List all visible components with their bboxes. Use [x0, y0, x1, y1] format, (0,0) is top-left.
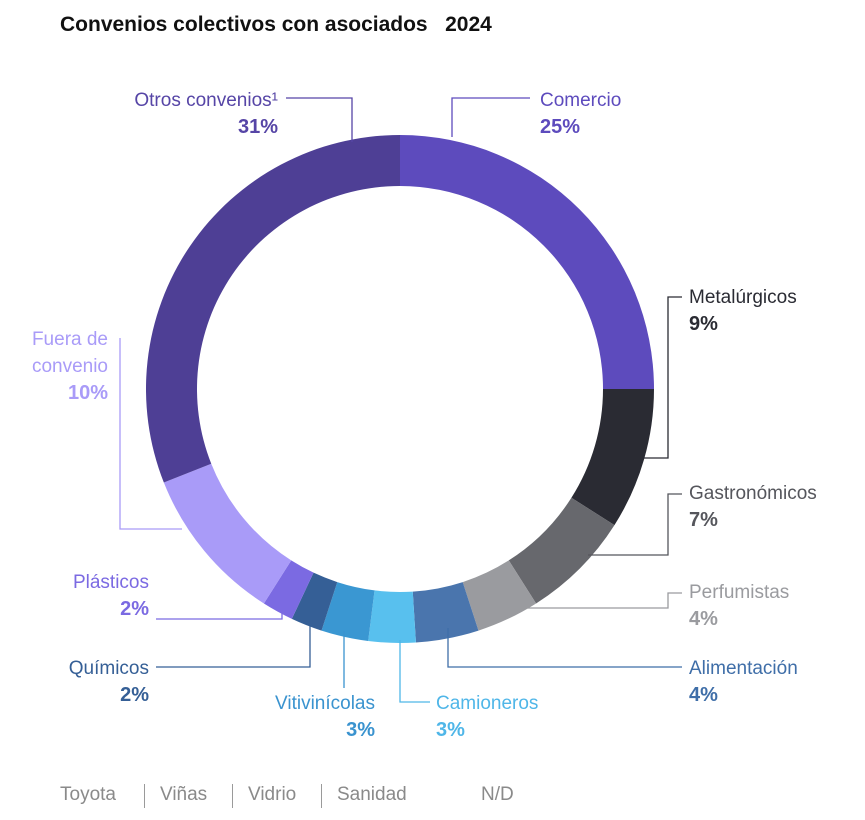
label-camioneros-pct: 3%	[436, 719, 465, 741]
leader-line	[588, 493, 682, 556]
label-camioneros-name: Camioneros	[436, 693, 539, 714]
slice-vitivin-colas	[321, 582, 375, 641]
label-metalurgicos-name: Metalúrgicos	[689, 287, 797, 308]
label-comercio-name: Comercio	[540, 90, 622, 111]
leader-line	[399, 640, 430, 703]
label-plasticos-name: Plásticos	[72, 572, 149, 593]
label-gastronomicos-name: Gastronómicos	[689, 483, 817, 504]
footer-separator	[321, 784, 322, 808]
label-perfumistas-name: Perfumistas	[689, 582, 790, 603]
leader-line	[119, 338, 182, 530]
label-metalurgicos-pct: 9%	[689, 313, 718, 335]
label-gastronomicos: Gastronómicos 7%	[689, 480, 817, 534]
label-otros-pct: 31%	[237, 116, 278, 138]
leader-line	[156, 610, 283, 620]
chart-title: Convenios colectivos con asociados 2024	[60, 13, 492, 36]
label-metalurgicos: Metalúrgicos 9%	[689, 284, 797, 338]
footer-separator	[144, 784, 145, 808]
leader-line	[447, 628, 682, 668]
label-plasticos: Plásticos 2%	[73, 569, 149, 623]
slice-alimentaci-n	[412, 582, 479, 643]
slice-gastron-micos	[508, 497, 615, 604]
leader-line	[286, 97, 353, 142]
label-comercio-pct: 25%	[540, 116, 581, 138]
slice-fuera-de-convenio	[163, 463, 292, 604]
slice-pl-sticos	[263, 560, 314, 619]
label-comercio: Comercio 25%	[540, 87, 621, 141]
label-fuera-pct: 10%	[67, 382, 108, 404]
label-vitivinicolas: Vitivinícolas 3%	[275, 690, 375, 744]
footer-nd: N/D	[481, 784, 514, 805]
label-quimicos-pct: 2%	[120, 684, 149, 706]
footer-separator	[232, 784, 233, 808]
label-fuera-line2: convenio	[31, 356, 108, 377]
label-otros-name: Otros convenios¹	[134, 90, 278, 111]
label-perfumistas-pct: 4%	[689, 608, 718, 630]
slice-qu-micos	[291, 572, 338, 631]
label-otros-convenios: Otros convenios¹ 31%	[134, 87, 278, 141]
label-gastronomicos-pct: 7%	[689, 509, 718, 531]
footer-sanidad: Sanidad	[337, 784, 407, 805]
footer-vinas: Viñas	[160, 784, 208, 805]
leader-line	[643, 296, 682, 459]
label-alimentacion-pct: 4%	[689, 684, 718, 706]
footer-toyota: Toyota	[60, 784, 116, 805]
slice-camioneros	[368, 590, 416, 643]
slice-otros-convenios	[145, 135, 400, 483]
label-plasticos-pct: 2%	[120, 598, 149, 620]
label-quimicos: Químicos 2%	[69, 655, 149, 709]
slice-comercio	[400, 135, 654, 389]
label-vitivinicolas-pct: 3%	[346, 719, 375, 741]
leader-line	[451, 97, 530, 137]
leader-line	[520, 592, 682, 609]
footer-vidrio: Vidrio	[248, 784, 297, 805]
slice-metal-rgicos	[571, 389, 654, 526]
label-alimentacion: Alimentación 4%	[689, 655, 798, 709]
label-perfumistas: Perfumistas 4%	[689, 579, 789, 633]
label-fuera-de-convenio: Fuera de convenio 10%	[32, 326, 108, 407]
label-vitivinicolas-name: Vitivinícolas	[275, 693, 375, 714]
label-quimicos-name: Químicos	[68, 658, 149, 679]
label-camioneros: Camioneros 3%	[436, 690, 538, 744]
slice-perfumistas	[462, 560, 537, 631]
leader-line	[156, 625, 311, 668]
label-fuera-line1: Fuera de	[31, 329, 108, 350]
label-alimentacion-name: Alimentación	[689, 658, 798, 679]
